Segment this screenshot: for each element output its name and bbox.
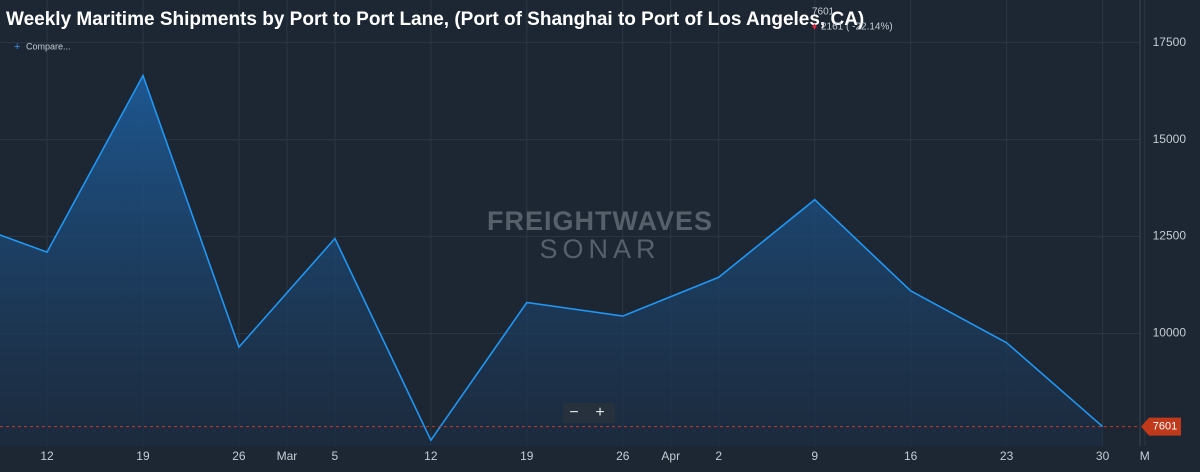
compare[interactable]: Compare... bbox=[26, 41, 71, 51]
x-tick-label: 12 bbox=[424, 449, 438, 463]
x-tick-label: 30 bbox=[1096, 449, 1110, 463]
y-tick-label: 12500 bbox=[1153, 229, 1187, 243]
watermark-text: SONAR bbox=[539, 234, 660, 264]
x-tick-label: 26 bbox=[232, 449, 246, 463]
line bbox=[0, 73, 1104, 442]
x-tick-label: 19 bbox=[520, 449, 534, 463]
y-tick-label: 15000 bbox=[1153, 132, 1187, 146]
x-tick-label: 12 bbox=[40, 449, 54, 463]
x-tick-label: 2 bbox=[715, 449, 722, 463]
x-tick-label: M bbox=[1140, 449, 1150, 463]
change-icon: ♦ bbox=[812, 22, 817, 33]
x-tick-label: 26 bbox=[616, 449, 630, 463]
x-tick-label: 16 bbox=[904, 449, 918, 463]
x-tick-label: 9 bbox=[811, 449, 818, 463]
change: 2161 ( -22.14%) bbox=[821, 22, 893, 33]
x-tick-label: 23 bbox=[1000, 449, 1014, 463]
last-value: 7601 bbox=[812, 7, 835, 18]
zoom-controls bbox=[563, 403, 615, 423]
compare-icon[interactable]: + bbox=[14, 41, 20, 53]
chart-title: Weekly Maritime Shipments by Port to Por… bbox=[6, 9, 864, 30]
x-tick-label: 19 bbox=[136, 449, 150, 463]
y-tick-label: 17500 bbox=[1153, 35, 1187, 49]
last-value-label: 7601 bbox=[1153, 420, 1177, 432]
watermark-text: FREIGHTWAVES bbox=[487, 206, 713, 236]
x-tick-label: Mar bbox=[277, 449, 298, 463]
watermark: FREIGHTWAVES SONAR bbox=[487, 206, 713, 264]
area bbox=[0, 75, 1103, 446]
x-tick-label: 5 bbox=[332, 449, 339, 463]
x-tick-label: Apr bbox=[661, 449, 680, 463]
zoom-out[interactable]: − bbox=[569, 404, 578, 421]
last-value-tag bbox=[1141, 417, 1181, 436]
plot bbox=[0, 73, 1104, 446]
y-tick-label: 10000 bbox=[1153, 326, 1187, 340]
zoom-in[interactable]: + bbox=[595, 404, 604, 421]
